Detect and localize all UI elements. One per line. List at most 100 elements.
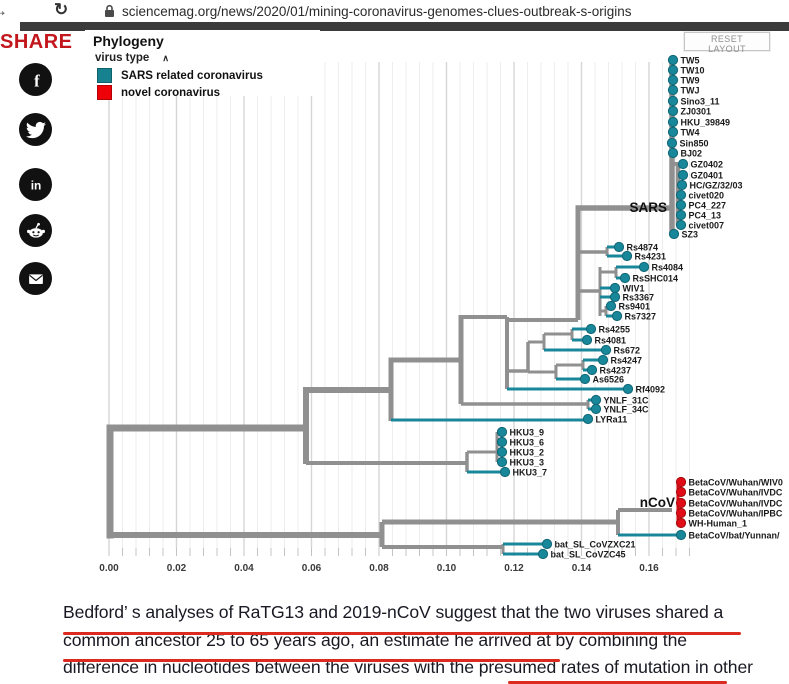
forward-arrow-icon[interactable]: → xyxy=(0,1,8,21)
tip-node[interactable] xyxy=(541,538,553,550)
tip-node[interactable] xyxy=(675,529,687,541)
facebook-share-icon[interactable]: f xyxy=(19,63,52,96)
caption-line-2: common ancestor 25 to 65 years ago, an e… xyxy=(63,629,687,650)
caption-line-1: Bedford’ s analyses of RaTG13 and 2019-n… xyxy=(63,602,724,622)
tip-label: Rs4231 xyxy=(635,251,667,261)
twitter-share-icon[interactable] xyxy=(19,113,52,146)
tip-node[interactable] xyxy=(581,334,593,346)
tip-label: HC/GZ/32/03 xyxy=(690,180,743,190)
tip-node[interactable] xyxy=(676,179,688,191)
tip-label: Sino3_11 xyxy=(681,96,720,106)
tip-node[interactable] xyxy=(677,169,689,181)
tip-node[interactable] xyxy=(496,456,508,468)
tip-node[interactable] xyxy=(675,476,687,488)
axis-tick-label: 0.16 xyxy=(639,563,659,574)
virus-type-filter[interactable]: virus type ∧ xyxy=(95,52,169,64)
tip-node[interactable] xyxy=(667,147,679,159)
tip-node[interactable] xyxy=(499,466,511,478)
tip-node[interactable] xyxy=(496,436,508,448)
axis-tick-label: 0.06 xyxy=(302,563,322,574)
tip-node[interactable] xyxy=(582,413,594,425)
phylogeny-chart[interactable]: 0.00 0.02 0.04 0.06 0.08 0.10 0.12 0.14 0.16 SARS… xyxy=(0,0,789,600)
tip-node[interactable] xyxy=(600,344,612,356)
legend: SARS related coronavirus novel coronavir… xyxy=(97,67,263,101)
tip-node[interactable] xyxy=(677,158,689,170)
tip-node[interactable] xyxy=(675,219,687,231)
tip-node[interactable] xyxy=(675,497,687,509)
tip-label: As6526 xyxy=(593,374,625,384)
tip-node[interactable] xyxy=(605,300,617,312)
tip-label: HKU3_9 xyxy=(510,427,545,437)
tip-label: Rs4081 xyxy=(595,335,627,345)
tip-node[interactable] xyxy=(675,507,687,519)
legend-swatch-sars xyxy=(97,68,112,83)
tip-label: WH-Human_1 xyxy=(689,518,748,528)
tip-node[interactable] xyxy=(609,282,621,294)
tip-label: TW10 xyxy=(681,65,705,75)
tip-label: Rs7327 xyxy=(625,311,657,321)
tip-label: HKU3_7 xyxy=(513,467,548,477)
tip-label: ZJ0301 xyxy=(681,106,712,116)
clade-label-sars: SARS xyxy=(629,200,667,215)
tip-node[interactable] xyxy=(621,250,633,262)
linkedin-share-icon[interactable]: in xyxy=(19,168,52,201)
axis-tick-label: 0.08 xyxy=(369,563,389,574)
legend-swatch-ncov xyxy=(97,85,112,100)
tip-label: TWJ xyxy=(681,85,700,95)
tip-label: Rs3367 xyxy=(623,292,655,302)
tip-node[interactable] xyxy=(666,137,678,149)
tip-label: YNLF_34C xyxy=(604,404,650,414)
address-bar[interactable]: sciencemag.org/news/2020/01/mining-coron… xyxy=(104,1,632,21)
svg-text:in: in xyxy=(30,178,41,192)
legend-item-sars[interactable]: SARS related coronavirus xyxy=(97,67,263,84)
tip-node[interactable] xyxy=(590,403,602,415)
tip-node[interactable] xyxy=(668,228,680,240)
tip-node[interactable] xyxy=(579,373,591,385)
tip-node[interactable] xyxy=(667,64,679,76)
tip-label: GZ0401 xyxy=(691,170,724,180)
tip-node[interactable] xyxy=(609,291,621,303)
tip-node[interactable] xyxy=(590,394,602,406)
legend-item-ncov[interactable]: novel coronavirus xyxy=(97,84,263,101)
tip-node[interactable] xyxy=(675,517,687,529)
tip-node[interactable] xyxy=(675,189,687,201)
tip-node[interactable] xyxy=(667,105,679,117)
axis-tick-label: 0.14 xyxy=(572,563,592,574)
legend-label-ncov: novel coronavirus xyxy=(121,86,221,99)
tip-node[interactable] xyxy=(622,383,634,395)
tip-node[interactable] xyxy=(675,209,687,221)
tip-node[interactable] xyxy=(675,199,687,211)
tip-node[interactable] xyxy=(585,323,597,335)
axis-tick-label: 0.12 xyxy=(504,563,524,574)
tip-node[interactable] xyxy=(496,426,508,438)
tip-label: civet007 xyxy=(689,220,725,230)
tip-node[interactable] xyxy=(613,241,625,253)
tip-node[interactable] xyxy=(667,116,679,128)
tip-node[interactable] xyxy=(597,354,609,366)
tip-label: Rs4084 xyxy=(652,262,684,272)
reset-layout-button[interactable]: RESET LAYOUT xyxy=(684,32,770,54)
tip-node[interactable] xyxy=(619,272,631,284)
tip-node[interactable] xyxy=(586,364,598,376)
tip-label: BetaCoV/Wuhan/IVDC xyxy=(689,498,783,508)
axis-tick-label: 0.02 xyxy=(167,563,187,574)
tip-node[interactable] xyxy=(675,486,687,498)
reload-icon[interactable]: ↻ xyxy=(54,0,69,19)
reddit-share-icon[interactable] xyxy=(19,214,52,247)
page-top-strip xyxy=(20,22,789,31)
tip-node[interactable] xyxy=(667,84,679,96)
tip-label: HKU3_3 xyxy=(510,457,545,467)
tip-node[interactable] xyxy=(667,74,679,86)
tip-node[interactable] xyxy=(496,446,508,458)
tip-node[interactable] xyxy=(638,261,650,273)
tip-node[interactable] xyxy=(537,548,549,560)
caption-red-underline-2 xyxy=(63,659,560,663)
svg-text:f: f xyxy=(34,71,40,90)
tip-node[interactable] xyxy=(667,54,679,66)
tip-node[interactable] xyxy=(667,126,679,138)
email-share-icon[interactable] xyxy=(19,262,52,295)
tip-label: BetaCoV/bat/Yunnan/ xyxy=(689,530,781,540)
tip-node[interactable] xyxy=(611,310,623,322)
tip-node[interactable] xyxy=(667,95,679,107)
